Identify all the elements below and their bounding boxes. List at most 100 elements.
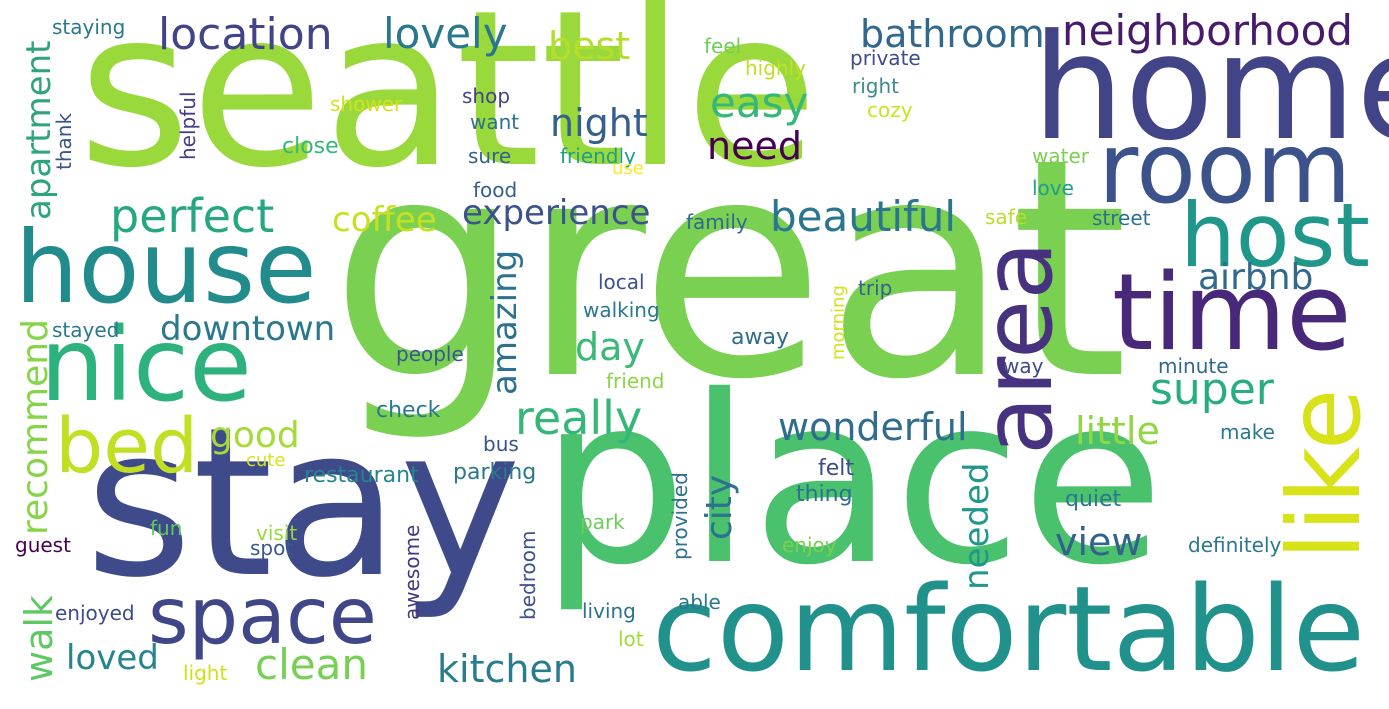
word-light: light xyxy=(183,661,228,685)
word-space: space xyxy=(148,572,377,662)
word-stayed: stayed xyxy=(52,318,120,342)
word-restaurant: restaurant xyxy=(304,463,419,488)
word-wonderful: wonderful xyxy=(778,405,968,449)
word-friendly: friendly xyxy=(560,144,636,168)
word-good: good xyxy=(210,415,300,456)
word-walk: walk xyxy=(17,595,61,682)
word-highly: highly xyxy=(745,56,806,80)
word-stay: stay xyxy=(85,383,522,623)
word-city: city xyxy=(699,474,740,540)
word-water: water xyxy=(1032,144,1089,168)
word-way: way xyxy=(1003,354,1044,378)
word-little: little xyxy=(1075,409,1160,453)
word-close: close xyxy=(282,134,339,159)
word-right: right xyxy=(852,74,899,98)
word-area: area xyxy=(962,240,1074,455)
word-want: want xyxy=(470,110,520,134)
word-people: people xyxy=(396,342,464,366)
word-fun: fun xyxy=(150,516,183,540)
word-staying: staying xyxy=(52,15,126,39)
word-awesome: awesome xyxy=(400,524,424,620)
word-minute: minute xyxy=(1158,354,1229,378)
word-super: super xyxy=(1150,364,1274,415)
word-great: great xyxy=(330,95,1129,446)
word-airbnb: airbnb xyxy=(1198,257,1314,298)
word-enjoy: enjoy xyxy=(782,533,837,557)
word-living: living xyxy=(582,599,636,623)
word-bathroom: bathroom xyxy=(860,12,1045,56)
word-morning: morning xyxy=(828,285,849,360)
word-needed: needed xyxy=(957,462,997,590)
word-love: love xyxy=(1032,176,1074,200)
word-shop: shop xyxy=(462,84,511,108)
word-coffee: coffee xyxy=(332,200,437,240)
word-beautiful: beautiful xyxy=(770,192,957,241)
word-thing: thing xyxy=(796,482,853,507)
word-street: street xyxy=(1092,206,1151,230)
word-amazing: amazing xyxy=(485,249,525,395)
word-visit: visit xyxy=(256,521,298,545)
word-like: like xyxy=(1266,388,1383,560)
word-definitely: definitely xyxy=(1188,533,1282,557)
word-view: view xyxy=(1055,520,1143,564)
word-shower: shower xyxy=(330,92,403,116)
word-home: home xyxy=(1032,3,1389,173)
word-clean: clean xyxy=(255,640,368,689)
word-easy: easy xyxy=(710,78,809,127)
word-make: make xyxy=(1220,420,1275,444)
word-day: day xyxy=(575,325,645,369)
word-enjoyed: enjoyed xyxy=(55,601,135,625)
word-host: host xyxy=(1180,184,1370,287)
word-perfect: perfect xyxy=(110,189,275,243)
word-parking: parking xyxy=(453,460,537,485)
word-really: really xyxy=(515,391,643,445)
word-friend: friend xyxy=(606,369,665,393)
word-location: location xyxy=(158,9,333,60)
word-check: check xyxy=(376,398,441,423)
word-cute: cute xyxy=(246,450,286,471)
word-house: house xyxy=(15,209,317,326)
word-local: local xyxy=(598,270,645,294)
word-private: private xyxy=(850,46,921,70)
word-neighborhood: neighborhood xyxy=(1062,6,1353,55)
word-room: room xyxy=(1098,112,1352,226)
word-safe: safe xyxy=(985,205,1028,229)
word-food: food xyxy=(473,178,518,202)
word-spot: spot xyxy=(250,536,294,560)
word-lot: lot xyxy=(618,627,644,651)
word-nice: nice xyxy=(40,306,252,425)
word-able: able xyxy=(678,590,721,614)
word-best: best xyxy=(548,24,631,68)
word-bedroom: bedroom xyxy=(516,530,540,620)
word-away: away xyxy=(731,325,789,350)
word-trip: trip xyxy=(858,276,893,300)
word-helpful: helpful xyxy=(176,91,200,160)
word-sure: sure xyxy=(468,144,512,168)
word-loved: loved xyxy=(66,638,159,678)
word-cozy: cozy xyxy=(867,98,913,122)
word-apartment: apartment xyxy=(19,40,59,220)
word-bed: bed xyxy=(55,401,199,490)
word-time: time xyxy=(1112,251,1352,374)
word-night: night xyxy=(550,101,648,145)
word-felt: felt xyxy=(818,456,855,481)
word-place: place xyxy=(540,346,1165,616)
word-bus: bus xyxy=(483,432,519,456)
word-lovely: lovely xyxy=(383,9,508,58)
word-downtown: downtown xyxy=(160,309,336,349)
word-feel: feel xyxy=(704,34,742,58)
word-use: use xyxy=(612,158,644,179)
word-quiet: quiet xyxy=(1065,487,1122,512)
word-park: park xyxy=(580,510,625,534)
word-need: need xyxy=(707,124,802,168)
word-seattle: seattle xyxy=(78,0,819,215)
word-kitchen: kitchen xyxy=(437,647,577,691)
word-recommend: recommend xyxy=(15,319,56,535)
word-family: family xyxy=(686,210,748,234)
word-walking: walking xyxy=(583,298,660,322)
word-thank: thank xyxy=(52,112,76,170)
word-comfortable: comfortable xyxy=(652,560,1366,698)
word-guest: guest xyxy=(15,533,71,557)
word-experience: experience xyxy=(462,193,651,233)
